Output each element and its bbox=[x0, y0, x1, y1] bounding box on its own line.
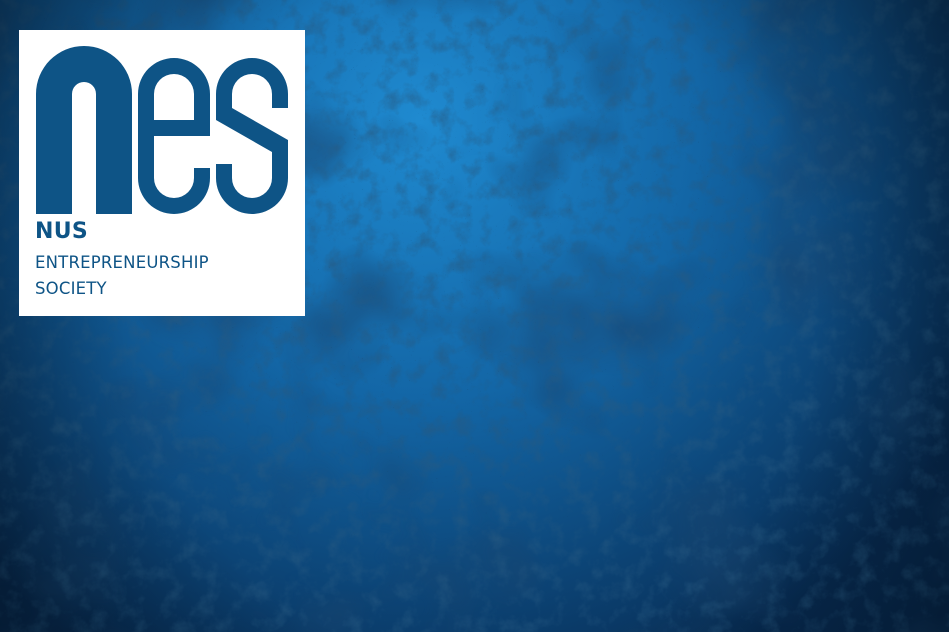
nes-wordmark-logo bbox=[36, 46, 288, 214]
org-name-line-1: NUS bbox=[35, 219, 89, 244]
org-name-line-3: SOCIETY bbox=[35, 279, 107, 298]
org-name-line-2: ENTREPRENEURSHIP bbox=[35, 253, 209, 272]
logo-card: NUS ENTREPRENEURSHIP SOCIETY bbox=[19, 30, 305, 316]
